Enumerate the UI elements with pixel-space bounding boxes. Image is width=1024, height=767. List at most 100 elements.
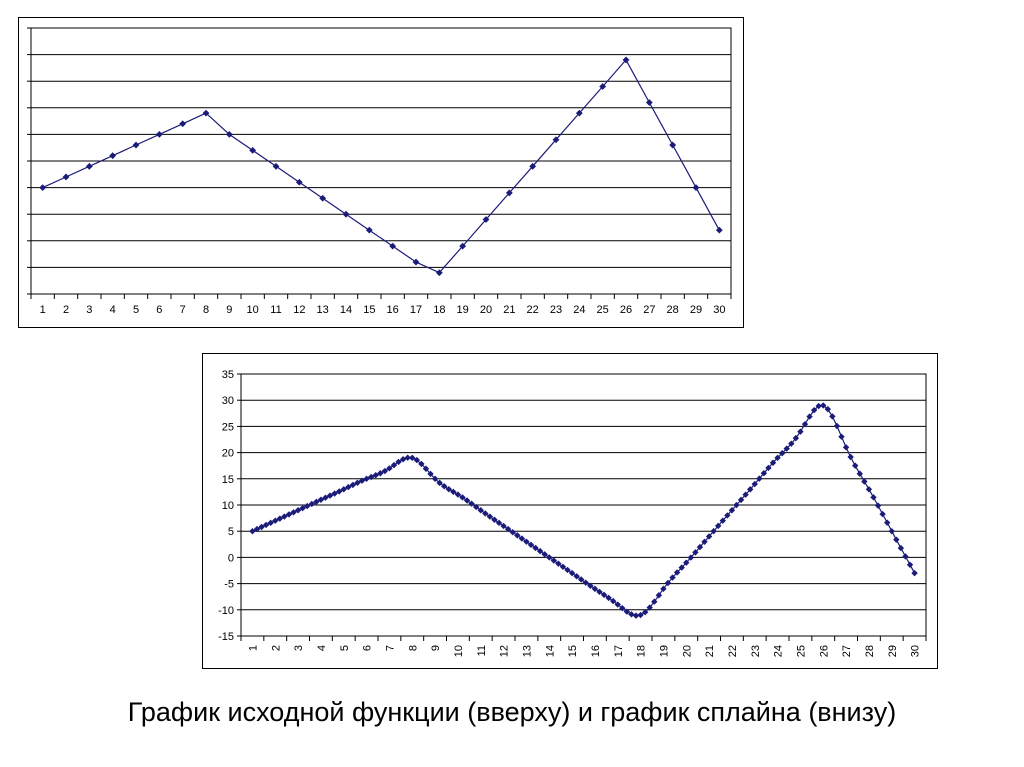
bottom-x-tick-label: 12 — [499, 645, 511, 657]
top-chart-svg: 1 2 3 4 5 6 7 8 9 10 11 12 13 14 15 16 17 18 19 20 21 22 23 24 2… — [27, 27, 732, 316]
bottom-x-tick-label: 5 — [339, 645, 351, 651]
bottom-data-point — [774, 454, 781, 462]
bottom-x-tick-label: 26 — [818, 645, 830, 657]
bottom-data-point — [600, 591, 608, 599]
bottom-data-point — [678, 564, 685, 571]
bottom-data-point — [486, 513, 494, 520]
bottom-data-point — [436, 479, 443, 487]
bottom-data-point — [509, 529, 516, 536]
bottom-y-tick-label: 0 — [228, 552, 234, 564]
bottom-data-point — [737, 496, 745, 504]
bottom-data-point — [742, 491, 749, 498]
top-x-tick-label: 16 — [387, 304, 399, 316]
bottom-data-point — [422, 465, 430, 472]
bottom-x-tick-label: 1 — [247, 645, 259, 651]
top-x-tick-label: 13 — [317, 304, 329, 316]
bottom-data-point — [842, 444, 850, 451]
bottom-x-tick-label: 2 — [270, 645, 282, 651]
bottom-chart: -15 -10 -5 0 5 10 15 20 25 30 35 1 2 3 4 5 6 7 8 9 10 11 12 13 1… — [202, 353, 938, 669]
bottom-x-tick-label: 23 — [750, 645, 762, 657]
bottom-data-point — [792, 434, 800, 442]
bottom-data-point — [760, 470, 768, 477]
bottom-data-point — [294, 507, 302, 514]
bottom-data-point — [568, 569, 576, 577]
bottom-x-tick-label: 9 — [430, 645, 442, 651]
top-x-tick-label: 4 — [110, 304, 116, 316]
bottom-data-point — [317, 496, 325, 503]
bottom-y-tick-label: 15 — [222, 474, 234, 486]
bottom-x-tick-label: 13 — [521, 645, 533, 657]
top-chart: 1 2 3 4 5 6 7 8 9 10 11 12 13 14 15 16 17 18 19 20 21 22 23 24 2… — [18, 17, 744, 328]
top-x-tick-label: 29 — [690, 304, 702, 316]
top-data-point — [319, 194, 327, 202]
top-data-point — [202, 109, 210, 117]
bottom-data-point — [906, 561, 914, 569]
bottom-data-point — [322, 494, 329, 501]
bottom-x-tick-label: 16 — [590, 645, 602, 657]
bottom-data-point — [395, 458, 402, 466]
bottom-x-tick-label: 30 — [910, 645, 922, 657]
top-x-tick-label: 21 — [503, 304, 515, 316]
bottom-data-point — [778, 450, 786, 457]
bottom-data-point — [902, 553, 909, 560]
bottom-data-point — [308, 500, 315, 508]
bottom-data-point — [377, 470, 384, 477]
bottom-x-tick-label: 3 — [293, 645, 305, 651]
top-x-tick-label: 23 — [550, 304, 562, 316]
bottom-x-tick-label: 6 — [362, 645, 374, 651]
bottom-data-point — [345, 483, 352, 491]
bottom-data-point — [874, 502, 882, 509]
top-data-point — [225, 131, 233, 138]
bottom-data-point — [372, 472, 379, 479]
bottom-x-tick-label: 10 — [453, 645, 465, 657]
top-x-tick-label: 19 — [457, 304, 469, 316]
top-x-tick-label: 28 — [667, 304, 679, 316]
top-data-point — [505, 189, 513, 197]
bottom-data-point — [888, 528, 895, 535]
bottom-data-point — [733, 501, 740, 509]
top-x-tick-label: 17 — [410, 304, 422, 316]
bottom-data-point — [413, 456, 421, 464]
bottom-data-point — [673, 569, 681, 576]
top-data-point — [85, 162, 93, 170]
top-data-point — [389, 242, 397, 250]
top-data-point — [272, 162, 280, 170]
top-data-point — [459, 242, 467, 250]
top-data-point — [155, 131, 163, 138]
bottom-data-point — [614, 601, 621, 608]
bottom-data-point — [532, 544, 539, 552]
top-data-point — [62, 173, 70, 181]
bottom-data-point — [390, 461, 398, 469]
bottom-x-tick-label: 14 — [544, 645, 556, 657]
top-x-tick-label: 18 — [433, 304, 445, 316]
bottom-y-tick-label: 10 — [222, 500, 234, 512]
bottom-data-point — [911, 569, 918, 577]
bottom-data-point — [833, 422, 841, 430]
top-x-tick-label: 14 — [340, 304, 352, 316]
bottom-data-point — [313, 498, 320, 506]
bottom-y-tick-label: -10 — [218, 605, 234, 617]
bottom-x-tick-label: 24 — [773, 645, 785, 657]
bottom-data-point — [883, 519, 891, 526]
bottom-data-point — [756, 475, 763, 482]
top-data-point — [692, 184, 700, 191]
bottom-data-point — [404, 454, 411, 461]
bottom-data-point — [358, 477, 366, 484]
bottom-data-point — [431, 475, 439, 482]
bottom-data-point — [783, 445, 790, 452]
bottom-y-tick-label: 35 — [222, 369, 234, 381]
bottom-data-point — [719, 517, 726, 524]
top-x-tick-label: 30 — [713, 304, 725, 316]
bottom-data-point — [847, 453, 854, 461]
bottom-data-point — [454, 491, 462, 498]
bottom-data-point — [641, 609, 649, 616]
bottom-data-point — [386, 465, 393, 472]
bottom-data-point — [710, 527, 717, 535]
top-x-tick-label: 25 — [597, 304, 609, 316]
top-data-point — [529, 162, 537, 170]
bottom-data-point — [893, 536, 900, 543]
bottom-data-point — [335, 488, 343, 495]
top-data-point — [575, 109, 583, 117]
bottom-data-point — [838, 433, 845, 440]
top-x-tick-label: 11 — [270, 304, 281, 316]
